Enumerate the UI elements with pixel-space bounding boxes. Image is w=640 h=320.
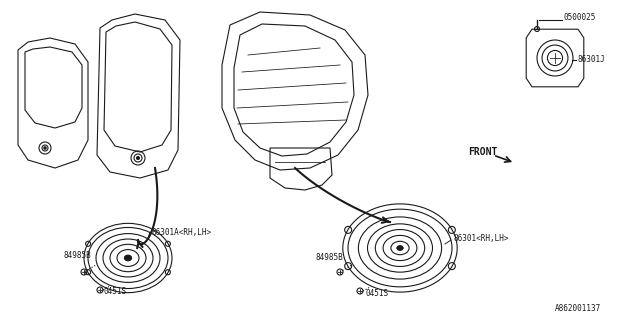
Text: A862001137: A862001137	[555, 304, 601, 313]
Ellipse shape	[397, 246, 403, 250]
Text: 0500025: 0500025	[564, 13, 596, 22]
Text: 86301<RH,LH>: 86301<RH,LH>	[453, 234, 509, 243]
Text: FRONT: FRONT	[468, 147, 497, 157]
Text: 0451S: 0451S	[365, 289, 388, 298]
Circle shape	[44, 147, 46, 149]
Text: 84985B: 84985B	[315, 253, 343, 262]
Ellipse shape	[124, 255, 132, 261]
Text: 0451S: 0451S	[104, 287, 127, 297]
Text: 84985B: 84985B	[63, 252, 91, 260]
Text: 86301J: 86301J	[578, 55, 605, 65]
Text: 86301A<RH,LH>: 86301A<RH,LH>	[152, 228, 212, 237]
Circle shape	[136, 156, 140, 159]
